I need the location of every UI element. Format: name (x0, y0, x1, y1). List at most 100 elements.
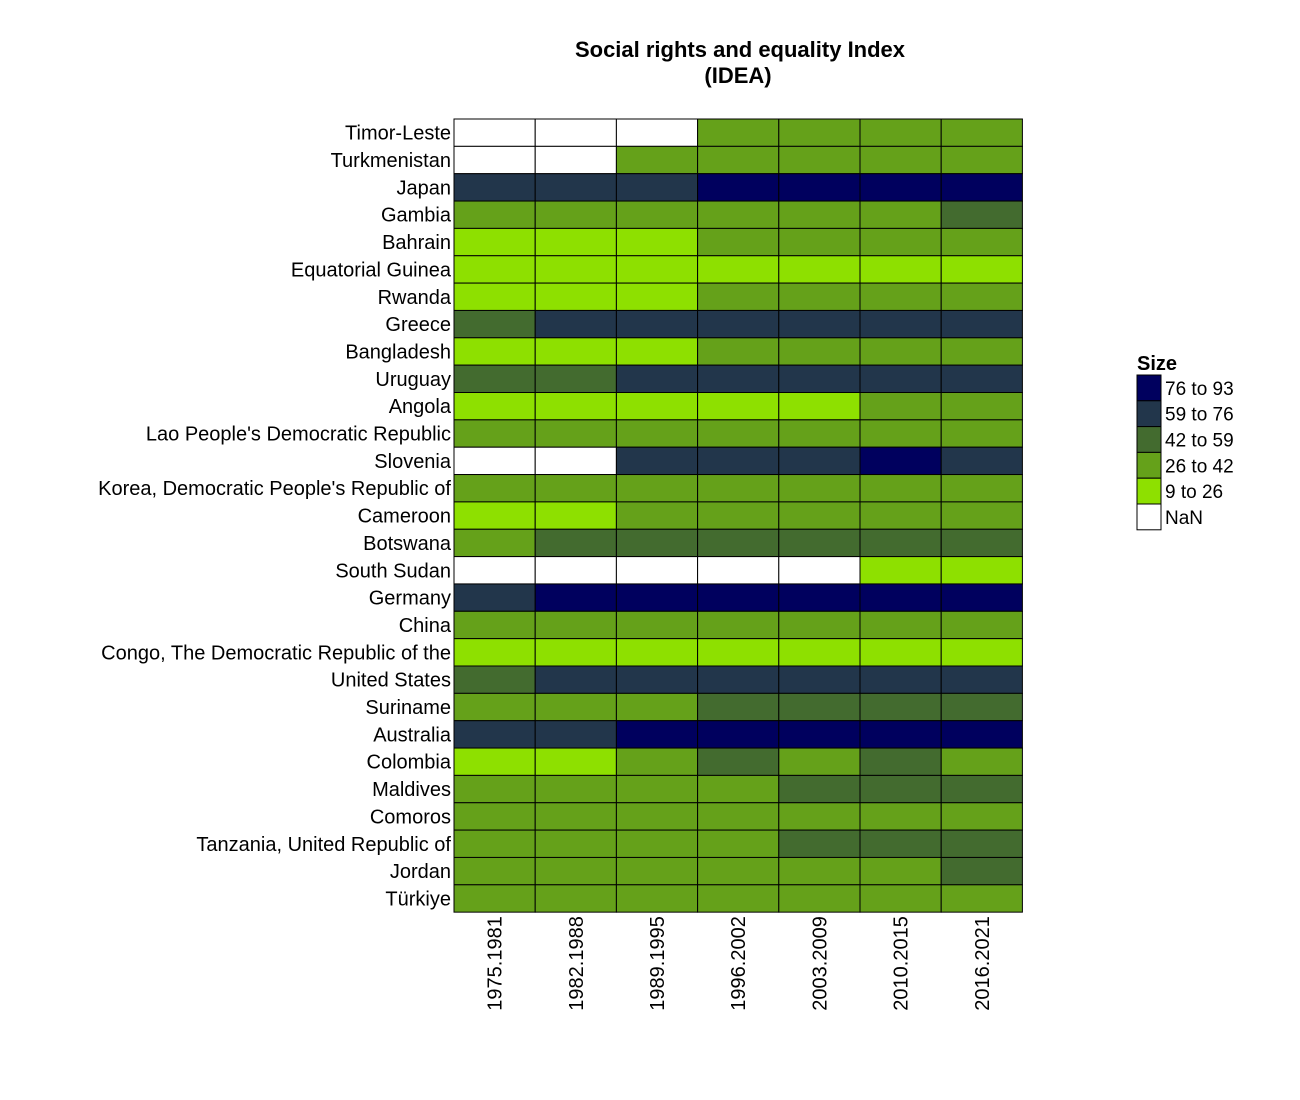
heatmap-cell (615, 556, 699, 585)
heatmap-cell (615, 364, 699, 393)
heatmap-cell (940, 583, 1023, 612)
heatmap-cell (697, 720, 780, 749)
legend-label: 9 to 26 (1165, 482, 1223, 503)
heatmap-cell (697, 501, 780, 530)
heatmap-cell (615, 583, 699, 612)
legend-label: NaN (1165, 508, 1203, 529)
heatmap-cell (940, 556, 1023, 585)
heatmap-cell (940, 446, 1023, 476)
row-label: Rwanda (378, 287, 452, 309)
heatmap-cell (453, 802, 536, 831)
heatmap-cell (859, 528, 942, 558)
heatmap-cell (697, 337, 780, 366)
heatmap-cell (859, 583, 942, 612)
chart-title: Social rights and equality Index (575, 37, 906, 62)
row-label: Equatorial Guinea (291, 259, 452, 281)
row-label: United States (331, 670, 451, 692)
row-label: Bahrain (382, 232, 451, 254)
heatmap-cell (859, 446, 942, 476)
heatmap-cell (859, 610, 942, 640)
heatmap-cell (534, 392, 617, 421)
heatmap-cell (940, 747, 1023, 776)
heatmap-cell (534, 282, 617, 311)
heatmap-cell (453, 583, 536, 612)
heatmap-cell (778, 446, 861, 476)
heatmap-cell (940, 255, 1023, 284)
heatmap-cell (859, 419, 942, 448)
heatmap-cell (778, 309, 861, 339)
heatmap-cell (534, 665, 617, 694)
heatmap-cell (778, 720, 861, 749)
heatmap-cell (534, 200, 617, 229)
heatmap-cell (697, 255, 780, 284)
heatmap-cell (859, 474, 942, 503)
heatmap-cell (697, 556, 780, 585)
row-label: South Sudan (335, 560, 451, 582)
heatmap-cell (697, 309, 780, 339)
heatmap-cell (615, 255, 699, 284)
heatmap-cell (615, 145, 699, 175)
heatmap-cell (940, 419, 1023, 448)
heatmap-cell (940, 638, 1023, 667)
legend-label: 42 to 59 (1165, 431, 1234, 452)
heatmap-cell (778, 665, 861, 694)
row-label: Maldives (372, 779, 451, 801)
heatmap-cell (859, 802, 942, 831)
legend-label: 26 to 42 (1165, 456, 1234, 477)
heatmap-cell (940, 501, 1023, 530)
heatmap-cell (940, 774, 1023, 804)
heatmap-cell (697, 118, 780, 147)
legend-label: 76 to 93 (1165, 379, 1234, 400)
heatmap-cell (859, 309, 942, 339)
heatmap-cell (453, 692, 536, 722)
row-label: Tanzania, United Republic of (196, 834, 451, 856)
heatmap-cell (534, 856, 617, 886)
heatmap-cell (697, 392, 780, 421)
heatmap-cell (778, 610, 861, 640)
heatmap-cell (453, 528, 536, 558)
heatmap-cell (859, 747, 942, 776)
heatmap-cell (534, 364, 617, 393)
heatmap-cell (859, 829, 942, 858)
heatmap-cell (778, 774, 861, 804)
row-label: Congo, The Democratic Republic of the (101, 642, 451, 664)
row-label: Cameroon (358, 506, 451, 528)
row-label: Slovenia (374, 451, 452, 473)
heatmap-cell (453, 145, 536, 175)
heatmap-cell (778, 145, 861, 175)
heatmap-cell (859, 282, 942, 311)
heatmap-cell (697, 282, 780, 311)
heatmap-cell (615, 528, 699, 558)
heatmap-cell (697, 364, 780, 393)
heatmap-cell (615, 446, 699, 476)
heatmap-cell (453, 501, 536, 530)
row-label: Comoros (370, 806, 451, 828)
heatmap-cell (534, 145, 617, 175)
legend-swatch (1136, 503, 1162, 531)
heatmap-cell (534, 556, 617, 585)
legend-swatch (1136, 477, 1162, 505)
heatmap-cell (453, 419, 536, 448)
heatmap-cell (697, 227, 780, 257)
heatmap-cell (615, 282, 699, 311)
heatmap-cell (534, 501, 617, 530)
row-label: Lao People's Democratic Republic (146, 424, 451, 446)
row-label: Australia (373, 724, 452, 746)
heatmap-cell (615, 173, 699, 202)
heatmap-cell (534, 173, 617, 202)
heatmap-cell (453, 364, 536, 393)
heatmap-cell (940, 856, 1023, 886)
heatmap-cell (453, 200, 536, 229)
row-label: Turkmenistan (331, 150, 451, 172)
heatmap-cell (859, 145, 942, 175)
heatmap-cell (615, 227, 699, 257)
heatmap-cell (940, 829, 1023, 858)
row-label: Botswana (363, 533, 452, 555)
heatmap-cell (778, 802, 861, 831)
heatmap-cell (697, 884, 780, 913)
heatmap-cell (697, 145, 780, 175)
heatmap-cell (534, 747, 617, 776)
heatmap-cell (940, 173, 1023, 202)
heatmap-cell (778, 856, 861, 886)
